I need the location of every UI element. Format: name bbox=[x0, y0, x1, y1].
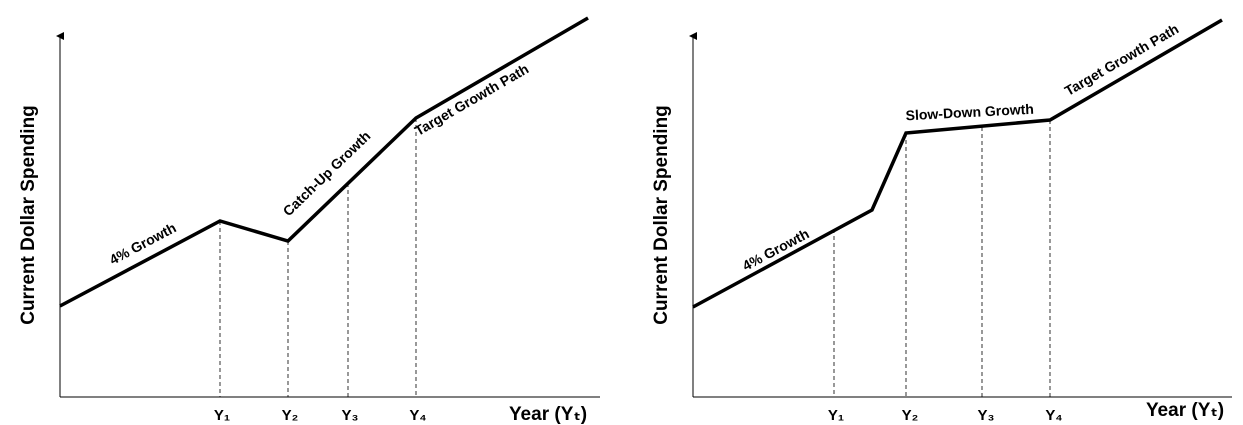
tick-label: Y₂ bbox=[902, 407, 919, 424]
tick-label: Y₄ bbox=[409, 407, 426, 424]
growth-path bbox=[59, 16, 589, 308]
tick-label: Y₄ bbox=[1045, 407, 1062, 424]
y-axis-label: Current Dollar Spending bbox=[18, 105, 39, 325]
x-axis-label: Year (Yₜ) bbox=[1146, 400, 1224, 421]
segment-label: Target Growth Path bbox=[1062, 21, 1182, 99]
tick-label: Y₃ bbox=[342, 407, 359, 424]
y-axis-label: Current Dollar Spending bbox=[651, 105, 672, 325]
segment-label: Slow-Down Growth bbox=[905, 101, 1034, 124]
x-axis-label: Year (Yₜ) bbox=[509, 404, 587, 425]
tick-label: Y₃ bbox=[978, 407, 995, 424]
segment-label: Target Growth Path bbox=[412, 61, 532, 139]
right-panel: Current Dollar Spending Year (Yₜ) Y₁ Y₂ … bbox=[651, 18, 1232, 424]
tick-label: Y₁ bbox=[828, 407, 844, 424]
growth-path bbox=[692, 18, 1223, 309]
tick-label: Y₂ bbox=[282, 407, 299, 424]
left-panel: Current Dollar Spending Year (Yₜ) Y₁ Y₂ … bbox=[18, 16, 600, 425]
tick-label: Y₁ bbox=[214, 407, 230, 424]
